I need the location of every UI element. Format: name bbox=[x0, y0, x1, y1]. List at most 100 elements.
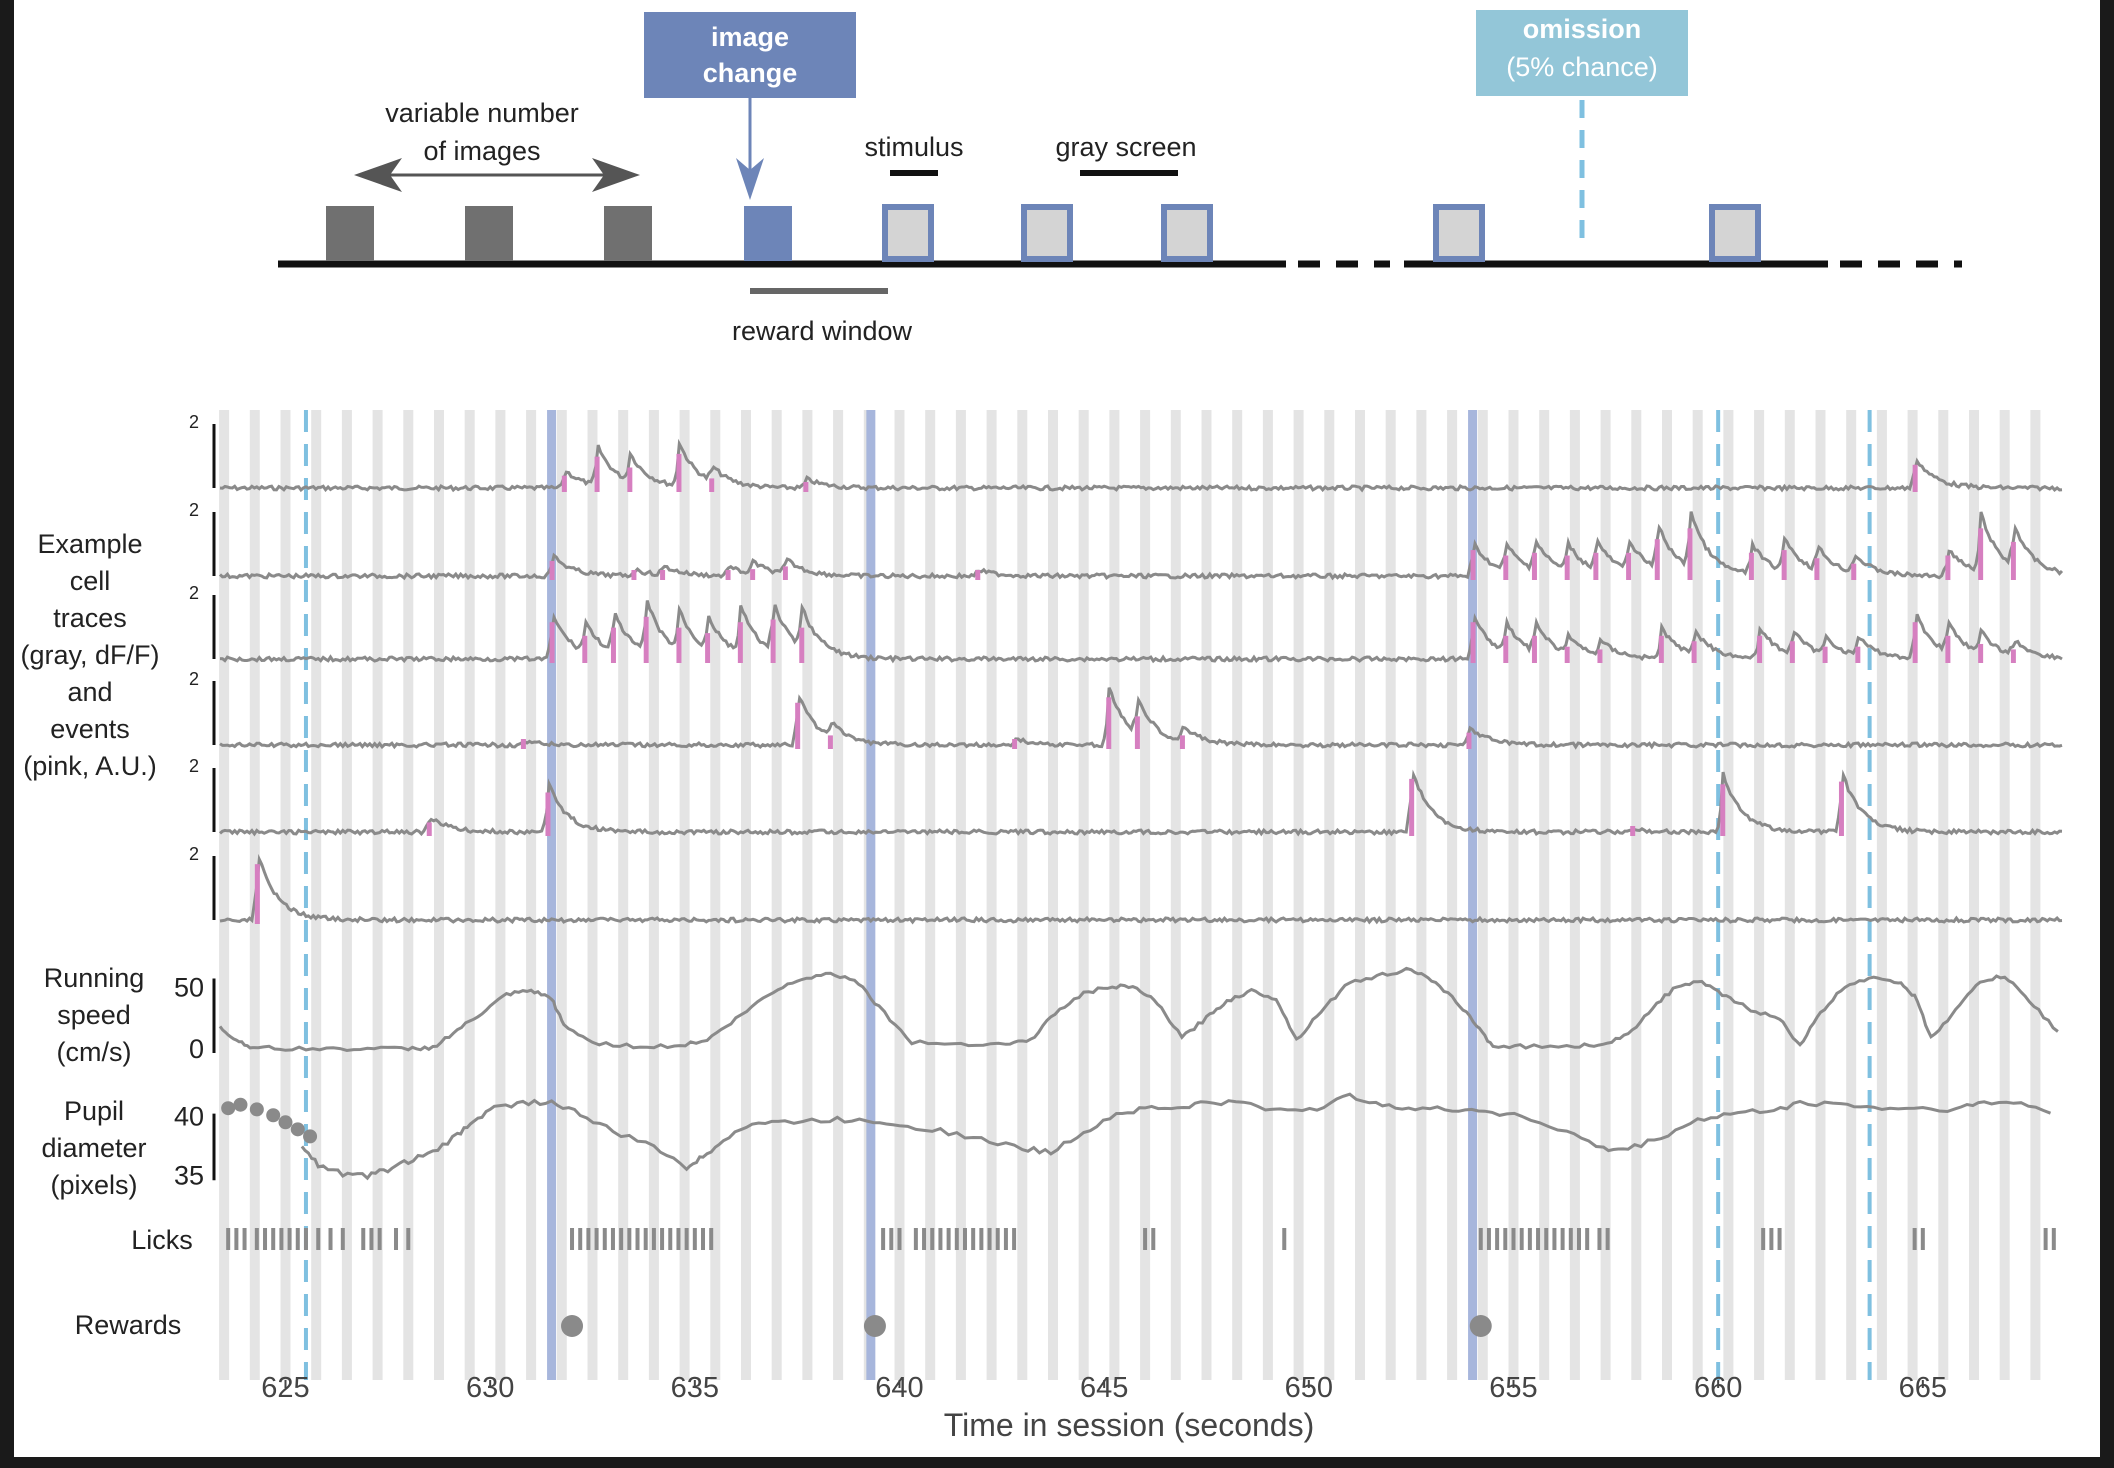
event-2-11 bbox=[1532, 636, 1537, 663]
lick-40 bbox=[922, 1228, 926, 1250]
stimulus-bar-20 bbox=[833, 410, 843, 1380]
stimulus-bar-33 bbox=[1232, 410, 1242, 1380]
lick-20 bbox=[586, 1228, 590, 1250]
lick-37 bbox=[889, 1228, 893, 1250]
x-tick-label-7: 660 bbox=[1694, 1372, 1742, 1404]
stimulus-presentation-bars bbox=[219, 410, 2040, 1380]
lick-30 bbox=[668, 1228, 672, 1250]
event-2-10 bbox=[1503, 636, 1508, 663]
x-tick-label-0: 625 bbox=[261, 1372, 309, 1404]
licks-label: Licks bbox=[131, 1225, 193, 1255]
lick-63 bbox=[1544, 1228, 1548, 1250]
pupil-dot-5 bbox=[291, 1122, 305, 1136]
lick-64 bbox=[1552, 1228, 1556, 1250]
lick-61 bbox=[1528, 1228, 1532, 1250]
lick-19 bbox=[578, 1228, 582, 1250]
lick-49 bbox=[996, 1228, 1000, 1250]
event-1-10 bbox=[1565, 556, 1570, 580]
event-1-9 bbox=[1532, 553, 1537, 580]
lick-48 bbox=[988, 1228, 992, 1250]
cell-scalebar-label-5: 2 bbox=[189, 844, 199, 864]
x-tick-label-3: 640 bbox=[875, 1372, 923, 1404]
cell-scalebar-label-1: 2 bbox=[189, 500, 199, 520]
event-0-5 bbox=[803, 482, 808, 492]
lick-16 bbox=[394, 1228, 398, 1250]
stimulus-bar-48 bbox=[1693, 410, 1703, 1380]
x-tick-label-1: 630 bbox=[466, 1372, 514, 1404]
lick-8 bbox=[296, 1228, 300, 1250]
cells-label-3: traces bbox=[53, 603, 127, 633]
rewards-label: Rewards bbox=[75, 1310, 182, 1340]
event-2-3 bbox=[644, 617, 649, 663]
cells-label-4: (gray, dF/F) bbox=[20, 640, 159, 670]
lick-38 bbox=[897, 1228, 901, 1250]
changed-image bbox=[744, 206, 792, 261]
event-2-23 bbox=[2011, 649, 2016, 663]
lick-25 bbox=[627, 1228, 631, 1250]
post-change-image-2 bbox=[1024, 207, 1070, 259]
event-2-13 bbox=[1597, 649, 1602, 663]
event-1-6 bbox=[975, 570, 980, 580]
stimulus-bar-40 bbox=[1447, 410, 1457, 1380]
image-change-label-2: change bbox=[703, 58, 798, 88]
stimulus-bar-18 bbox=[772, 410, 782, 1380]
event-1-18 bbox=[1851, 564, 1856, 580]
lick-18 bbox=[570, 1228, 574, 1250]
event-4-3 bbox=[1630, 826, 1635, 836]
reward-0 bbox=[561, 1315, 583, 1337]
lick-13 bbox=[361, 1228, 365, 1250]
stimulus-bar-37 bbox=[1355, 410, 1365, 1380]
event-1-15 bbox=[1749, 553, 1754, 580]
event-1-2 bbox=[660, 570, 665, 580]
stimulus-bar-10 bbox=[526, 410, 536, 1380]
lick-5 bbox=[271, 1228, 275, 1250]
event-1-17 bbox=[1814, 558, 1819, 580]
image-change-line-1 bbox=[866, 410, 875, 1380]
event-1-16 bbox=[1782, 550, 1787, 580]
pupil-dot-3 bbox=[266, 1108, 280, 1122]
lick-44 bbox=[955, 1228, 959, 1250]
pupil-tick-1: 40 bbox=[174, 1102, 204, 1132]
pupil-dot-2 bbox=[250, 1102, 264, 1116]
event-4-0 bbox=[427, 822, 432, 836]
running-tick-1: 50 bbox=[174, 972, 204, 1002]
lick-59 bbox=[1511, 1228, 1515, 1250]
event-2-14 bbox=[1659, 636, 1664, 663]
lick-55 bbox=[1479, 1228, 1483, 1250]
post-change-image-1 bbox=[885, 207, 931, 259]
pupil-dot-6 bbox=[303, 1129, 317, 1143]
behavior-figure: image change omission (5% chance) variab… bbox=[14, 0, 2100, 1457]
gray-screen-label: gray screen bbox=[1055, 132, 1196, 162]
cell-scalebar-label-2: 2 bbox=[189, 583, 199, 603]
stimulus-bar-47 bbox=[1662, 410, 1672, 1380]
pupil-label-3: (pixels) bbox=[50, 1170, 137, 1200]
lick-51 bbox=[1012, 1228, 1016, 1250]
lick-54 bbox=[1282, 1228, 1286, 1250]
event-0-0 bbox=[562, 476, 567, 492]
event-1-12 bbox=[1626, 553, 1631, 580]
stimulus-bar-36 bbox=[1324, 410, 1334, 1380]
x-tick-label-4: 645 bbox=[1080, 1372, 1128, 1404]
cell-scalebar-label-4: 2 bbox=[189, 756, 199, 776]
event-1-14 bbox=[1688, 528, 1693, 580]
lick-42 bbox=[938, 1228, 942, 1250]
stimulus-bar-26 bbox=[1017, 410, 1027, 1380]
cells-label-7: (pink, A.U.) bbox=[23, 751, 157, 781]
lick-33 bbox=[693, 1228, 697, 1250]
event-3-0 bbox=[521, 739, 526, 749]
event-4-2 bbox=[1409, 779, 1414, 836]
lick-27 bbox=[644, 1228, 648, 1250]
lick-36 bbox=[881, 1228, 885, 1250]
gray-image-3 bbox=[604, 206, 652, 261]
lick-7 bbox=[288, 1228, 292, 1250]
stimulus-bar-34 bbox=[1263, 410, 1273, 1380]
event-1-13 bbox=[1655, 539, 1660, 580]
stimulus-bar-19 bbox=[802, 410, 812, 1380]
lick-67 bbox=[1577, 1228, 1581, 1250]
event-1-21 bbox=[2011, 542, 2016, 580]
lick-3 bbox=[255, 1228, 259, 1250]
lick-52 bbox=[1143, 1228, 1147, 1250]
event-3-2 bbox=[828, 735, 833, 749]
event-1-4 bbox=[750, 569, 755, 580]
